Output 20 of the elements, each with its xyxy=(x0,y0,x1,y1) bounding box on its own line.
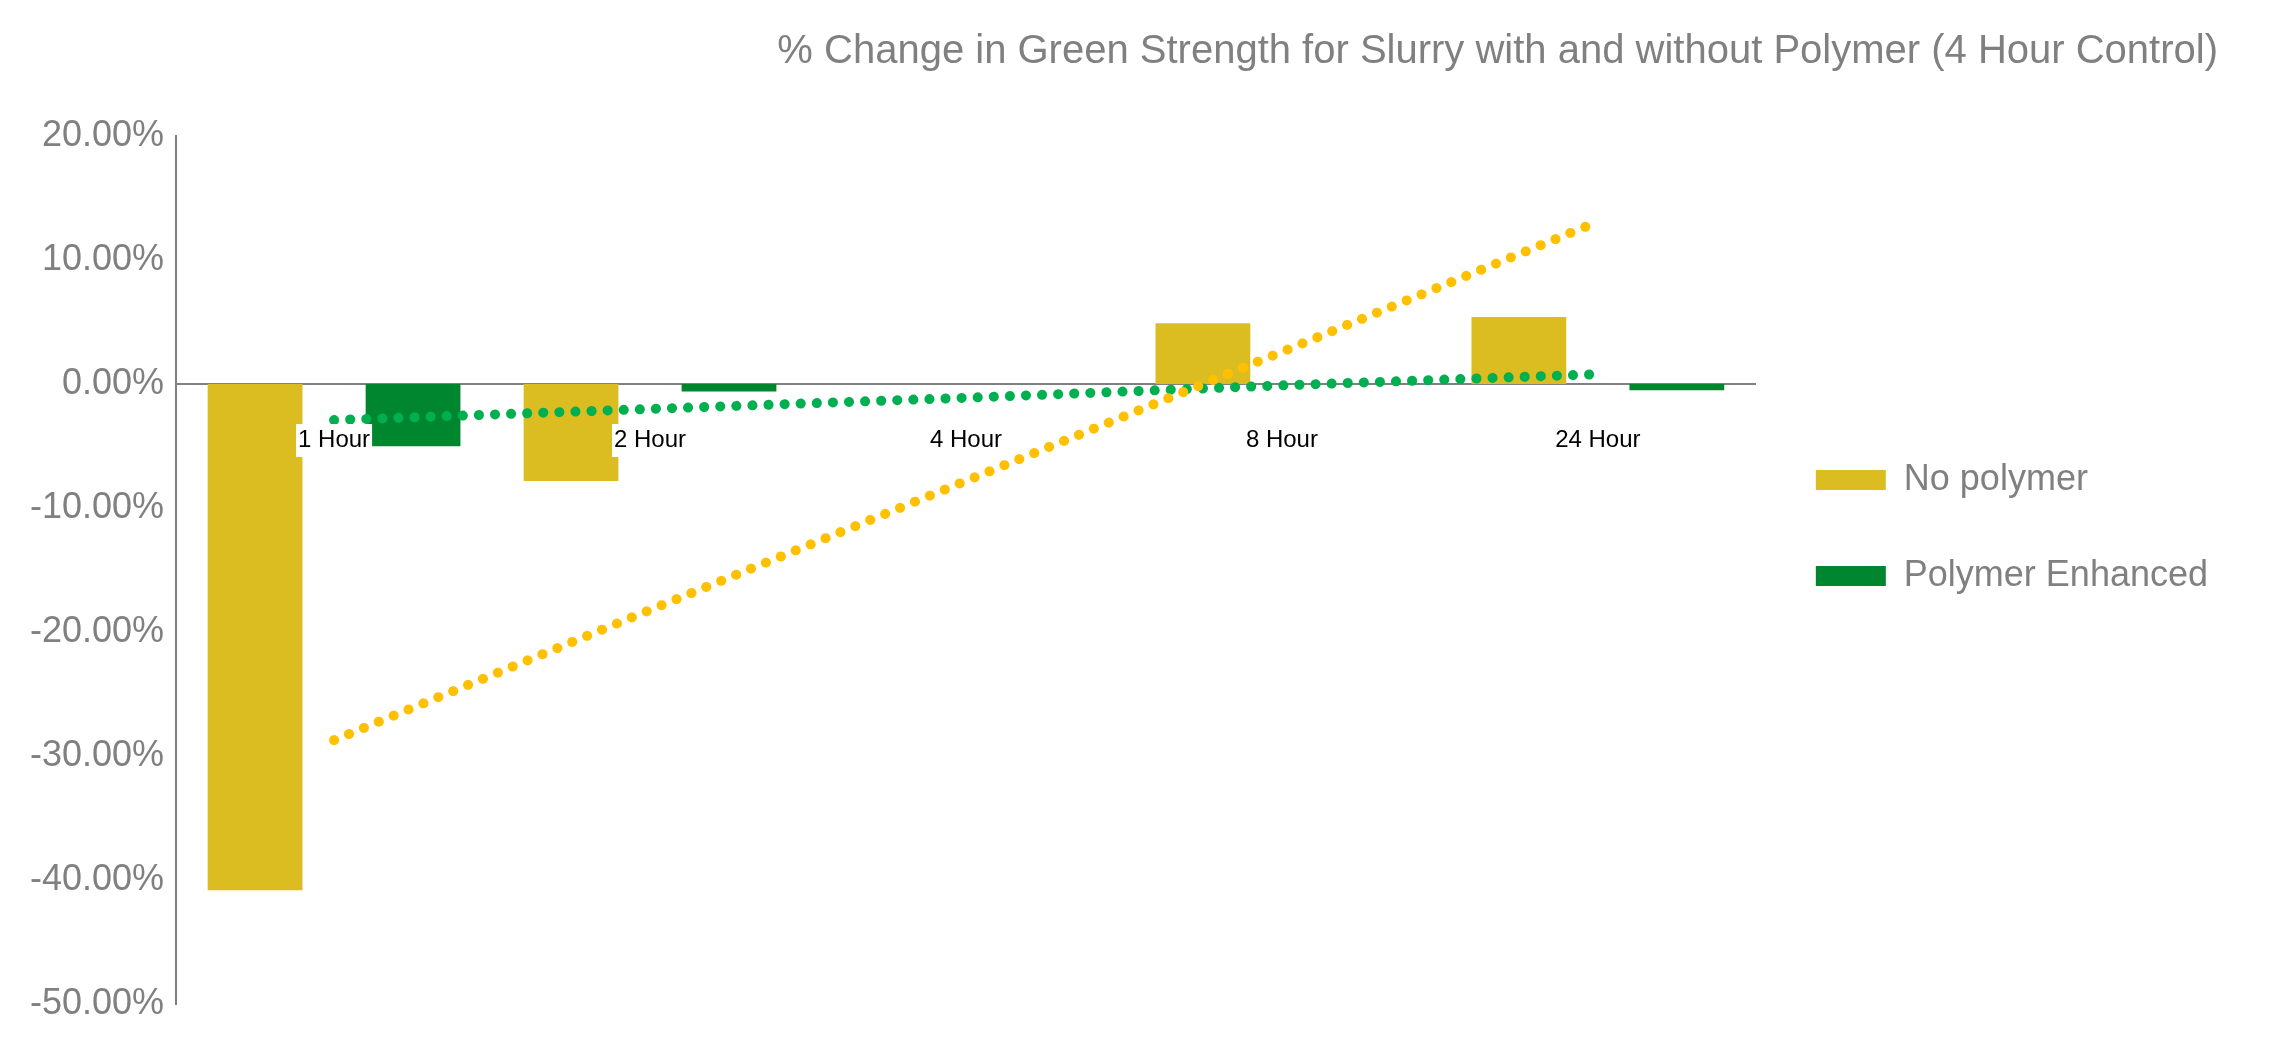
x-tick-label: 8 Hour xyxy=(1245,425,1318,453)
y-tick-label: 20.00% xyxy=(41,112,165,154)
bar xyxy=(1155,323,1251,385)
y-tick-label: -10.00% xyxy=(29,485,165,527)
legend-label: Polymer Enhanced xyxy=(1903,552,2208,594)
legend-label: No polymer xyxy=(1903,456,2088,498)
x-tick-label: 2 Hour xyxy=(613,425,687,453)
y-tick-label: -50.00% xyxy=(29,981,165,1023)
y-tick-label: 10.00% xyxy=(41,236,165,278)
y-tick-label: 0.00% xyxy=(62,361,165,403)
bar xyxy=(1629,384,1725,391)
x-tick-label: 24 Hour xyxy=(1555,425,1641,453)
chart-title: % Change in Green Strength for Slurry with and without Polymer (4 Hour Control) xyxy=(777,27,2218,72)
x-tick-label: 4 Hour xyxy=(929,425,1002,453)
y-tick-label: -20.00% xyxy=(29,609,165,651)
bar xyxy=(1471,317,1567,385)
y-tick-label: -40.00% xyxy=(29,857,165,899)
x-tick-label: 1 Hour xyxy=(298,425,371,453)
bar xyxy=(681,384,777,392)
y-tick-label: -30.00% xyxy=(29,733,165,775)
